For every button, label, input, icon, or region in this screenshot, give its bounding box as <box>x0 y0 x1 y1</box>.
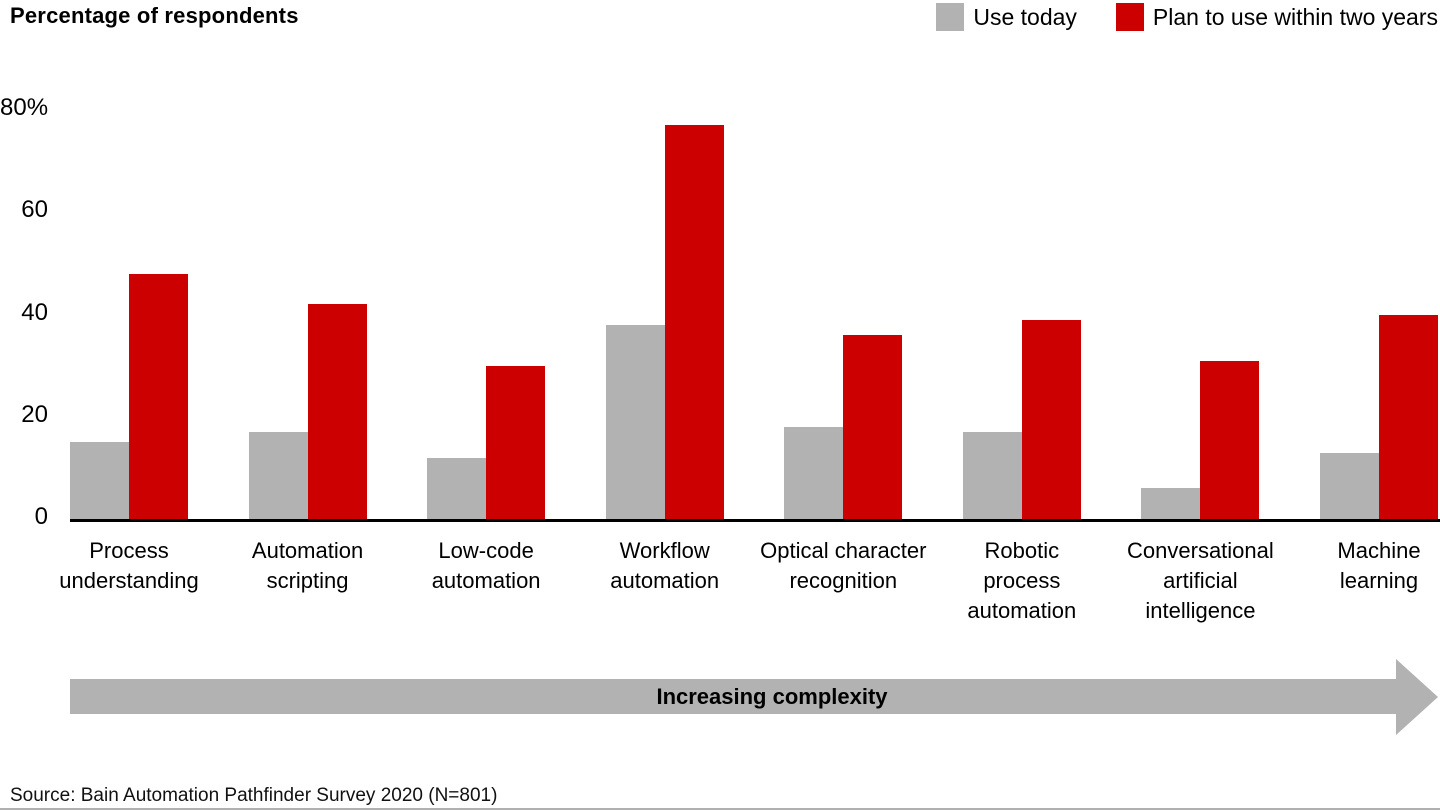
legend-swatch-icon <box>936 3 965 31</box>
bar-use-today <box>1141 488 1201 519</box>
complexity-arrow-label: Increasing complexity <box>656 684 888 709</box>
y-axis-tick-label: 0 <box>34 503 48 530</box>
bar-use-today <box>427 457 487 519</box>
y-axis-tick-label: 60 <box>21 196 48 224</box>
y-axis-tick-label: 40 <box>21 298 48 326</box>
chart-title: Percentage of respondents <box>10 3 299 28</box>
legend-label: Use today <box>973 3 1077 30</box>
legend-item: Use today <box>936 3 1077 31</box>
x-axis-label: Workflow automation <box>610 538 720 593</box>
x-axis-line <box>70 519 1440 522</box>
bar-plan-two-years <box>1200 360 1260 519</box>
bar-use-today <box>784 426 844 519</box>
bar-plan-two-years <box>486 365 546 519</box>
source-note: Source: Bain Automation Pathfinder Surve… <box>10 785 498 806</box>
x-axis-label: Conversational artificial intelligence <box>1127 538 1274 623</box>
bar-plan-two-years <box>307 304 367 519</box>
x-axis-label: Machine learning <box>1337 538 1421 593</box>
x-axis-label: Robotic process automation <box>967 538 1077 623</box>
y-axis-tick-label: 20 <box>21 400 48 428</box>
bar-plan-two-years <box>1378 314 1438 519</box>
bar-plan-two-years <box>664 125 724 519</box>
y-axis-tick-label: 80% <box>0 94 49 121</box>
legend: Use today Plan to use within two years <box>936 3 1438 31</box>
legend-swatch-icon <box>1115 3 1144 31</box>
legend-item: Plan to use within two years <box>1115 3 1438 31</box>
x-axis-label: Low-code automation <box>431 538 541 593</box>
bar-use-today <box>1319 452 1379 519</box>
complexity-arrow-body <box>70 679 1396 714</box>
bar-plan-two-years <box>129 273 188 519</box>
bottom-divider <box>0 808 1440 810</box>
bar-use-today <box>70 442 129 519</box>
bar-use-today <box>605 324 665 519</box>
complexity-arrow-head-icon <box>1396 659 1438 735</box>
x-axis-label: Process understanding <box>59 538 199 593</box>
bar-plan-two-years <box>1021 319 1081 519</box>
x-axis-label: Optical character recognition <box>760 538 927 593</box>
bar-plan-two-years <box>843 334 903 519</box>
bar-use-today <box>962 432 1022 519</box>
x-axis-label: Automation scripting <box>251 538 364 593</box>
legend-label: Plan to use within two years <box>1152 3 1438 30</box>
bar-use-today <box>248 432 308 519</box>
